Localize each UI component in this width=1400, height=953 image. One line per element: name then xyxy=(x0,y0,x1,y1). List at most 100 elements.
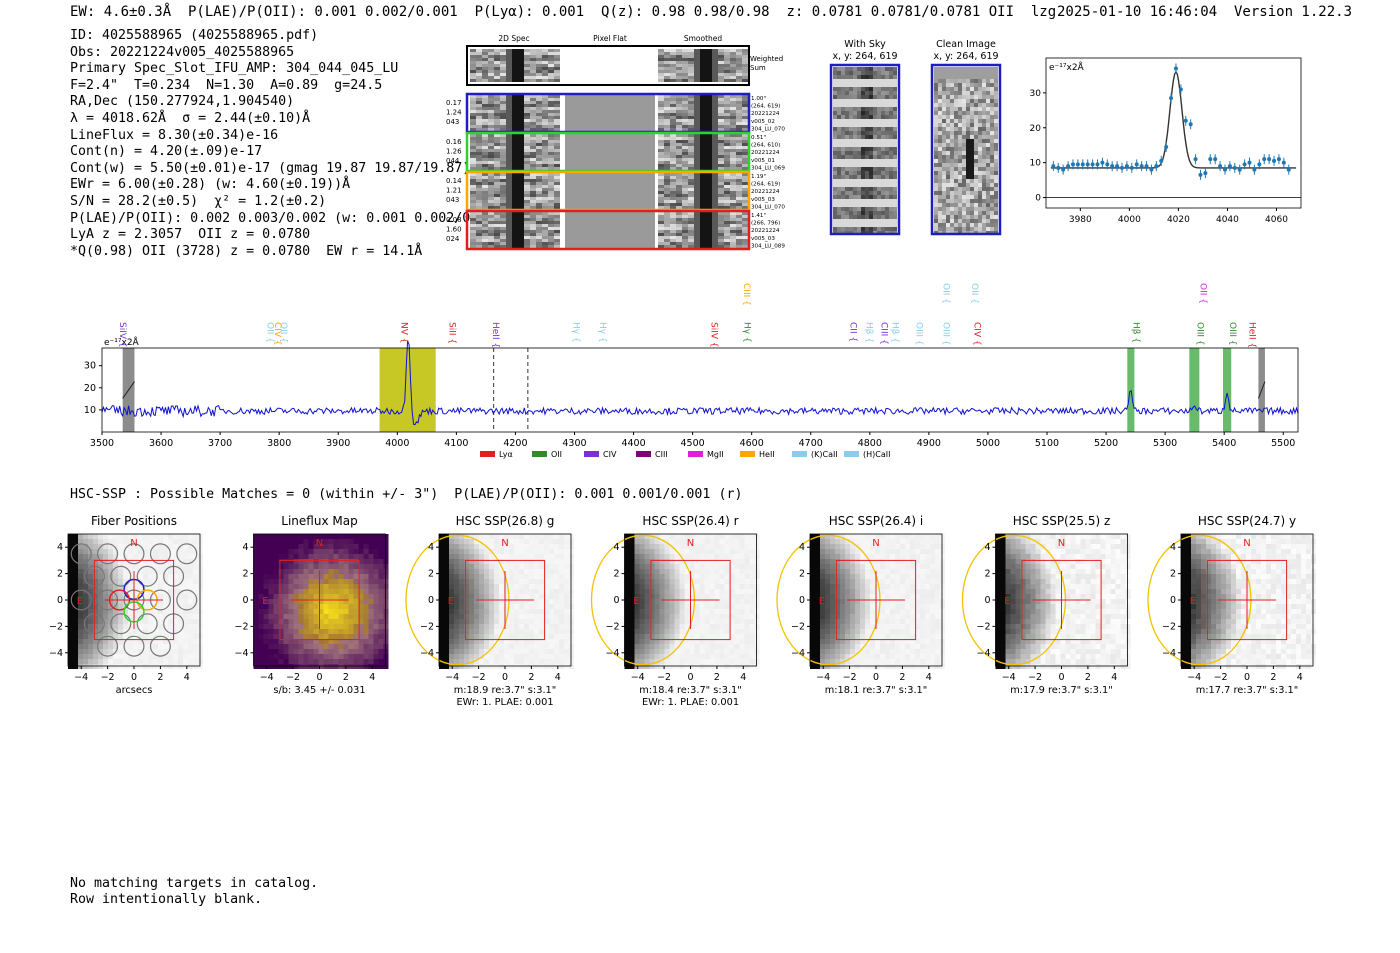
pixel xyxy=(658,185,664,188)
pixel xyxy=(670,161,676,164)
pixel xyxy=(476,70,482,73)
pixel xyxy=(128,664,133,669)
pixel xyxy=(536,70,542,73)
pixel xyxy=(845,175,849,179)
pixel xyxy=(278,544,284,549)
pixel xyxy=(482,224,488,227)
pixel xyxy=(694,245,700,248)
pixel xyxy=(688,188,694,191)
pixel xyxy=(518,197,524,200)
pixel xyxy=(700,224,706,227)
pixel xyxy=(861,87,865,91)
pixel xyxy=(861,131,865,135)
pixel xyxy=(554,176,560,179)
pixel xyxy=(974,95,978,99)
pixel xyxy=(857,135,861,139)
pixel xyxy=(881,211,885,215)
pixel xyxy=(133,629,138,634)
pixel xyxy=(934,183,938,187)
pixel xyxy=(536,158,542,161)
pixel xyxy=(950,195,954,199)
pixel xyxy=(488,110,494,113)
pixel xyxy=(530,49,536,52)
pixel xyxy=(942,75,946,79)
pixel xyxy=(98,654,103,659)
pixel xyxy=(358,544,364,549)
pixel xyxy=(986,115,990,119)
pixel xyxy=(942,187,946,191)
pixel xyxy=(378,564,384,569)
pixel xyxy=(188,624,193,629)
line-id-label: HeII { xyxy=(490,322,500,348)
pixel xyxy=(253,614,259,619)
pixel xyxy=(128,544,133,549)
pixel xyxy=(323,649,329,654)
pixel xyxy=(934,99,938,103)
pixel xyxy=(373,579,379,584)
pixel xyxy=(724,125,730,128)
pixel xyxy=(694,95,700,98)
pixel xyxy=(694,197,700,200)
pixel xyxy=(833,127,837,131)
fiber-meta: 1.41" xyxy=(751,213,766,219)
pixel xyxy=(712,233,718,236)
pixel xyxy=(978,175,982,179)
pixel xyxy=(506,110,512,113)
pixel xyxy=(358,604,364,609)
pixel xyxy=(278,659,284,664)
pixel xyxy=(512,200,518,203)
pixel xyxy=(470,161,476,164)
pixel xyxy=(494,191,500,194)
data-point xyxy=(1144,164,1149,169)
pixel xyxy=(676,58,682,61)
pixel xyxy=(542,230,548,233)
pixel xyxy=(530,233,536,236)
pixel xyxy=(694,242,700,245)
pixel xyxy=(183,544,188,549)
pixel xyxy=(263,619,269,624)
pixel xyxy=(482,146,488,149)
pixel xyxy=(986,75,990,79)
pixel xyxy=(476,110,482,113)
pixel xyxy=(93,599,98,604)
pixel xyxy=(103,539,108,544)
pixel xyxy=(837,155,841,159)
pixel xyxy=(363,634,369,639)
pixel xyxy=(877,155,881,159)
pixel xyxy=(700,179,706,182)
line-id-label: OII { xyxy=(941,283,951,304)
pixel xyxy=(730,137,736,140)
pixel xyxy=(358,639,364,644)
pixel xyxy=(506,73,512,76)
pixel xyxy=(942,139,946,143)
pixel xyxy=(500,104,506,107)
pixel xyxy=(103,609,108,614)
pixel xyxy=(865,83,869,87)
pixel xyxy=(118,664,123,669)
pixel xyxy=(318,609,324,614)
pixel xyxy=(682,155,688,158)
data-point xyxy=(1164,144,1169,149)
pixel xyxy=(974,203,978,207)
pixel xyxy=(881,79,885,83)
pixel xyxy=(258,554,264,559)
pixel xyxy=(512,110,518,113)
pixel xyxy=(500,64,506,67)
pixel xyxy=(849,227,853,231)
pixel xyxy=(524,79,530,82)
pixel xyxy=(885,203,889,207)
pixel xyxy=(694,161,700,164)
pixel xyxy=(837,75,841,79)
pixel xyxy=(518,134,524,137)
pixel xyxy=(742,164,748,167)
pixel xyxy=(670,239,676,242)
pixel xyxy=(845,215,849,219)
pixel xyxy=(849,167,853,171)
pixel xyxy=(688,230,694,233)
pixel xyxy=(877,175,881,179)
pixel xyxy=(845,187,849,191)
pixel xyxy=(542,143,548,146)
pixel xyxy=(881,199,885,203)
pixel xyxy=(664,221,670,224)
pixel xyxy=(488,152,494,155)
